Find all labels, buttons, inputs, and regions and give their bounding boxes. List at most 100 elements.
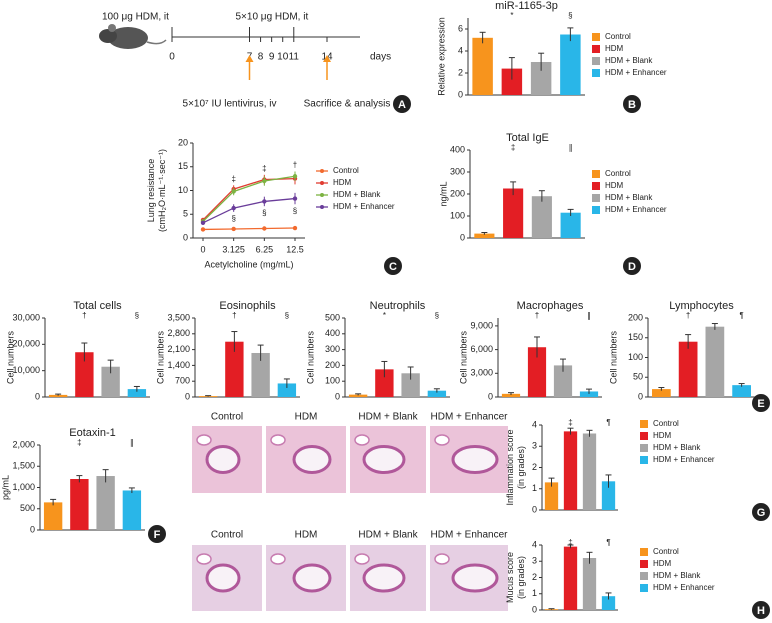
y-tick-label: 500: [20, 503, 35, 513]
vessel: [270, 434, 286, 446]
timeline-top-label: 5×10 μg HDM, it: [236, 12, 309, 23]
legend-swatch: [640, 584, 648, 592]
bar: [601, 596, 616, 610]
bar: [678, 341, 698, 397]
y-tick-label: 10: [178, 185, 188, 195]
chart-title: Lymphocytes: [669, 300, 734, 312]
significance-mark: ‡: [568, 538, 572, 547]
legend-swatch: [640, 432, 648, 440]
y-axis-label: Inflammation score: [505, 429, 515, 505]
y-tick-label: 0: [532, 604, 537, 614]
timeline-bottom-label: Sacrifice & analysis: [304, 99, 391, 110]
legend-label: HDM + Blank: [605, 56, 653, 65]
y-tick-label: 10,000: [12, 365, 40, 375]
bar: [560, 34, 581, 95]
y-tick-label: 700: [175, 376, 190, 386]
panel-label: C: [389, 261, 397, 273]
bar: [43, 502, 63, 530]
significance-mark: ‡: [231, 174, 235, 183]
y-axis-label: (in grades): [516, 556, 526, 599]
panel-label-badge: [393, 95, 411, 113]
chart-title: miR-1165-3p: [495, 0, 558, 12]
legend-swatch: [592, 45, 600, 53]
y-tick-label: 0: [638, 391, 643, 401]
y-tick-label: 2: [532, 462, 537, 472]
significance-mark: §: [231, 214, 235, 223]
chart-title: Macrophages: [517, 300, 584, 312]
legend-swatch: [592, 170, 600, 178]
timeline-tick-label: 0: [169, 52, 175, 63]
point: [231, 205, 236, 211]
significance-mark: *: [510, 11, 513, 20]
series-line: [202, 227, 296, 231]
airway: [292, 445, 332, 474]
y-tick-label: 3,500: [167, 312, 190, 322]
legend-label: Control: [605, 32, 631, 41]
mouse-icon: [99, 24, 167, 49]
y-tick-label: 0: [185, 391, 190, 401]
y-axis-label: Relative expression: [436, 17, 446, 96]
y-tick-label: 4: [458, 45, 463, 55]
legend-swatch: [592, 69, 600, 77]
point: [292, 174, 298, 179]
bar: [375, 369, 394, 397]
bar: [277, 383, 297, 397]
bar: [503, 188, 524, 238]
legend-swatch: [640, 444, 648, 452]
point: [292, 196, 298, 201]
timeline-tick-label: 11: [289, 52, 300, 63]
y-tick-label: 300: [450, 166, 465, 176]
y-tick-label: 3,000: [470, 368, 493, 378]
y-tick-label: 200: [450, 188, 465, 198]
legend-label: HDM + Blank: [333, 190, 381, 199]
y-tick-label: 20,000: [12, 339, 40, 349]
histology-label: Control: [211, 412, 243, 423]
airway: [292, 563, 332, 593]
y-tick-label: 3: [532, 441, 537, 451]
significance-mark: ‡: [77, 438, 81, 447]
significance-mark: §: [568, 11, 572, 20]
timeline-tick-label: 10: [277, 52, 289, 63]
y-axis-label: Lung resistance: [146, 159, 156, 223]
panel-label-badge: [623, 257, 641, 275]
legend-label: Control: [653, 547, 679, 556]
y-tick-label: 15: [178, 161, 188, 171]
point: [262, 178, 267, 184]
panel-label-badge: [148, 525, 166, 543]
bar: [427, 390, 447, 397]
y-tick-label: 1,500: [12, 461, 35, 471]
point: [231, 189, 236, 194]
y-axis-label: ng/mL: [438, 181, 448, 206]
airway: [451, 563, 499, 593]
vessel: [434, 553, 450, 565]
y-tick-label: 1: [532, 483, 537, 493]
x-tick-label: 6.25: [256, 244, 274, 254]
chart-title: Neutrophils: [370, 300, 426, 312]
legend-marker: [320, 205, 324, 209]
y-axis-label: Cell numbers: [5, 330, 15, 384]
significance-mark: §: [285, 311, 289, 320]
legend-label: Control: [333, 166, 359, 175]
legend-swatch: [592, 182, 600, 190]
y-tick-label: 0: [335, 391, 340, 401]
y-axis-label: (cmH₂O·mL⁻¹·sec⁻¹): [157, 149, 167, 232]
legend-swatch: [640, 560, 648, 568]
bar: [101, 366, 120, 397]
panel-label: A: [398, 99, 406, 111]
legend-marker: [320, 181, 324, 185]
x-axis-label: Acetylcholine (mg/mL): [204, 259, 293, 269]
bar: [127, 389, 147, 397]
legend-label: HDM: [605, 181, 624, 190]
y-tick-label: 2: [458, 67, 463, 77]
y-tick-label: 0: [460, 232, 465, 242]
bar: [472, 37, 493, 95]
significance-mark: ∥: [569, 143, 573, 152]
airway: [205, 445, 241, 474]
chart-title: Eosinophils: [219, 300, 276, 312]
legend-label: HDM + Blank: [653, 443, 701, 452]
y-tick-label: 20: [178, 137, 188, 147]
significance-mark: ∥: [130, 438, 134, 447]
significance-mark: ‡: [262, 164, 266, 173]
bar: [560, 212, 581, 238]
